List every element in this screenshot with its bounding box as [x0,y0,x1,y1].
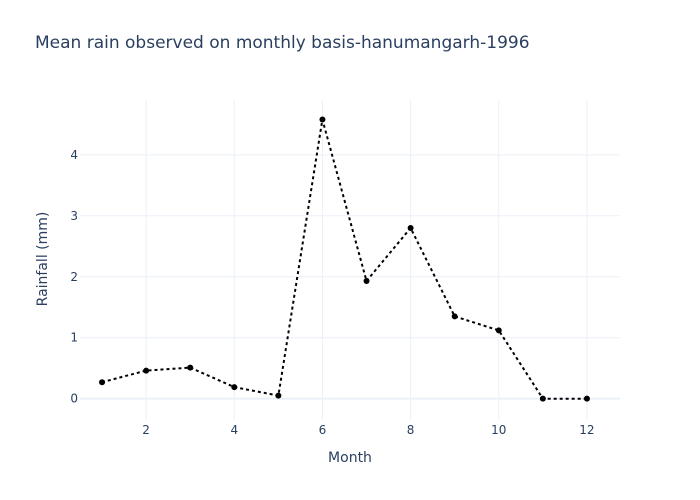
x-tick-label: 8 [407,423,415,437]
data-point[interactable] [231,384,238,391]
data-point[interactable] [99,379,106,386]
series-line [101,119,587,400]
y-tick-label: 0 [70,392,78,406]
y-tick-label: 3 [70,209,78,223]
y-axis-title: Rainfall (mm) [35,212,51,307]
data-point[interactable] [539,395,546,402]
gridlines [80,100,620,420]
x-tick-label: 2 [142,423,150,437]
data-point[interactable] [319,116,326,123]
y-axis-ticks: 0 1 2 3 4 [70,148,78,406]
y-tick-label: 4 [70,148,78,162]
x-tick-label: 6 [319,423,327,437]
rainfall-line [101,119,587,400]
data-point[interactable] [143,367,150,374]
y-tick-label: 1 [70,331,78,345]
data-point[interactable] [187,364,194,371]
series-points [99,116,590,402]
data-point[interactable] [407,225,414,231]
data-point[interactable] [275,392,282,399]
y-tick-label: 2 [70,270,78,284]
x-tick-label: 12 [579,423,594,437]
data-point[interactable] [363,278,370,285]
data-point[interactable] [451,313,458,320]
data-point[interactable] [583,395,590,402]
x-tick-label: 4 [230,423,238,437]
x-axis-title: Month [328,450,372,466]
x-tick-label: 10 [491,423,506,437]
data-point[interactable] [495,327,502,334]
chart-title: Mean rain observed on monthly basis-hanu… [35,33,530,53]
x-axis-ticks: 2 4 6 8 10 12 [142,423,594,437]
